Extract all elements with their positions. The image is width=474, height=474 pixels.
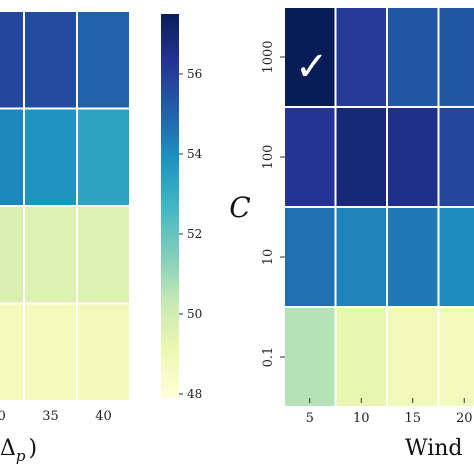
left-heatmap-cells bbox=[0, 12, 129, 400]
left-heatmap-cell bbox=[78, 207, 129, 303]
colorbar-ticks: 48 50 52 54 56 bbox=[179, 67, 203, 401]
right-heatmap-cell bbox=[336, 208, 386, 306]
right-heatmap-cells bbox=[285, 8, 474, 406]
left-heatmap-cell bbox=[78, 109, 129, 205]
right-heatmap-cell bbox=[285, 208, 335, 306]
right-y-axis-title: C bbox=[229, 191, 250, 224]
right-heatmap-cell bbox=[285, 8, 335, 106]
right-x-tick-labels: 5 10 15 20 bbox=[306, 398, 473, 426]
right-y-tick-label: 0.1 bbox=[261, 347, 276, 368]
right-heatmap-cell bbox=[388, 108, 438, 206]
right-heatmap-cell bbox=[336, 308, 386, 406]
colorbar-tick-label: 48 bbox=[187, 387, 202, 401]
colorbar-tick-label: 52 bbox=[187, 227, 202, 241]
right-heatmap-cell bbox=[285, 308, 335, 406]
right-x-tick-label: 15 bbox=[404, 411, 421, 426]
left-heatmap-cell bbox=[0, 207, 23, 303]
colorbar-tick-label: 50 bbox=[187, 307, 202, 321]
right-y-tick-labels: 1000 100 10 0.1 bbox=[261, 40, 285, 367]
right-heatmap-cell bbox=[388, 8, 438, 106]
right-y-tick-label: 100 bbox=[261, 145, 276, 170]
colorbar bbox=[161, 14, 179, 398]
right-x-tick-label: 10 bbox=[353, 411, 370, 426]
left-heatmap-cell bbox=[0, 304, 23, 400]
right-x-axis-title: Wind bbox=[405, 436, 463, 461]
right-x-tick-label: 20 bbox=[456, 411, 473, 426]
left-heatmap-cell bbox=[0, 109, 23, 205]
left-x-tick-label: 30 bbox=[0, 409, 6, 424]
left-x-axis-title: Δp) bbox=[0, 436, 37, 465]
right-heatmap-cell bbox=[336, 108, 386, 206]
right-heatmap-cell bbox=[285, 108, 335, 206]
right-x-tick-label: 5 bbox=[306, 411, 314, 426]
right-y-tick-label: 10 bbox=[261, 249, 276, 266]
colorbar-tick-label: 56 bbox=[187, 67, 202, 81]
left-x-tick-label: 40 bbox=[95, 409, 112, 424]
left-heatmap-cell bbox=[25, 207, 76, 303]
right-y-tick-label: 1000 bbox=[261, 40, 276, 73]
right-heatmap-cell bbox=[439, 208, 474, 306]
colorbar-tick-label: 54 bbox=[187, 147, 203, 161]
left-heatmap-cell bbox=[0, 12, 23, 108]
left-heatmap-cell bbox=[25, 109, 76, 205]
left-heatmap-cell bbox=[78, 12, 129, 108]
colorbar-gradient bbox=[161, 14, 179, 398]
left-x-axis-title-text: Δp) bbox=[0, 436, 37, 465]
right-heatmap-cell bbox=[388, 308, 438, 406]
left-x-tick-label: 35 bbox=[42, 409, 59, 424]
right-heatmap-cell bbox=[336, 8, 386, 106]
right-heatmap-cell bbox=[439, 108, 474, 206]
left-heatmap-cell bbox=[25, 12, 76, 108]
left-x-tick-labels: 30 35 40 bbox=[0, 409, 112, 424]
right-heatmap-cell bbox=[388, 208, 438, 306]
right-heatmap-cell bbox=[439, 308, 474, 406]
right-heatmap-cell bbox=[439, 8, 474, 106]
selected-cell-marker: ✓ bbox=[295, 44, 329, 90]
left-heatmap-cell bbox=[25, 304, 76, 400]
left-heatmap-cell bbox=[78, 304, 129, 400]
